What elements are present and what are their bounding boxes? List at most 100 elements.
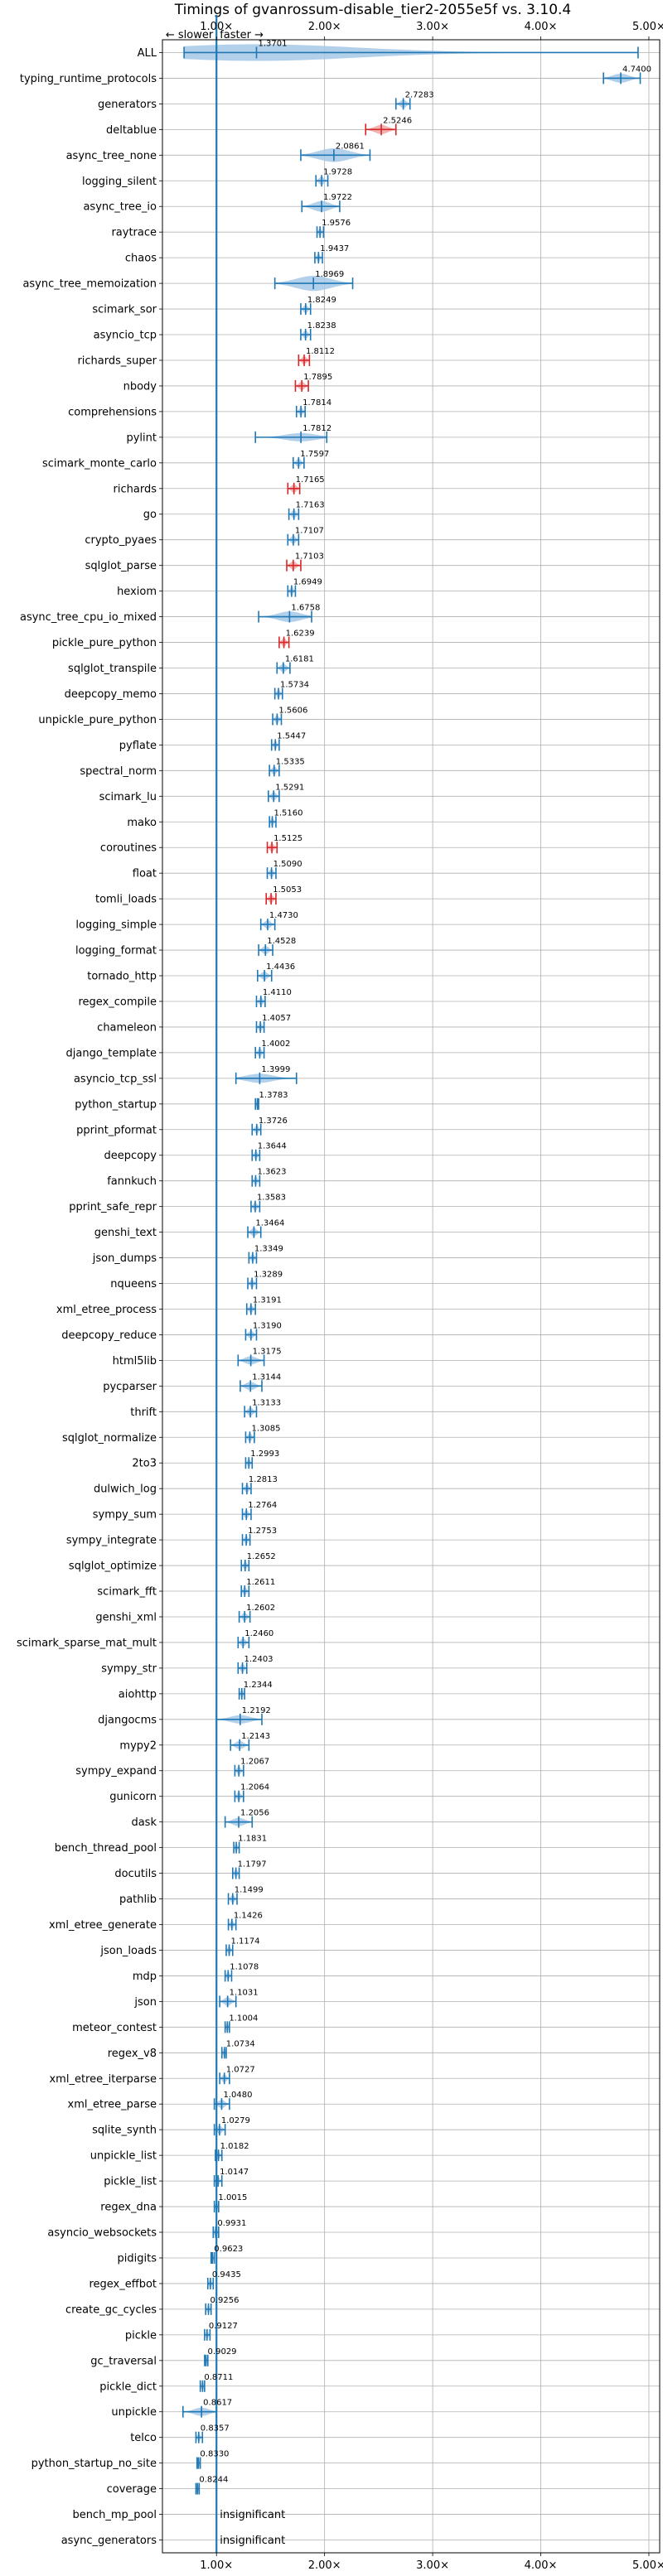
y-tick-label: xml_etree_parse — [68, 2099, 157, 2111]
value-label: 0.8330 — [200, 2450, 229, 2459]
y-tick-label: richards — [114, 483, 157, 495]
annotation-layer: ← slower faster → — [166, 29, 264, 41]
value-label: 1.1174 — [231, 1937, 260, 1946]
value-label: 0.8244 — [199, 2476, 228, 2485]
value-label: 1.3144 — [252, 1372, 281, 1382]
y-tick-label: 2to3 — [132, 1458, 157, 1470]
y-tick-label: mypy2 — [119, 1739, 157, 1752]
value-label: 1.3583 — [257, 1194, 286, 1203]
value-label: 1.1004 — [229, 2014, 258, 2023]
value-label-layer: 1.3701 4.7400 2.7283 2.5246 2.0861 1.9728 1.97… — [199, 39, 651, 2547]
y-tick-label: typing_runtime_protocols — [20, 73, 157, 85]
y-tick-label: tornado_http — [87, 971, 157, 983]
value-label: 1.2192 — [242, 1706, 271, 1715]
y-tick-label: async_tree_memoization — [22, 278, 157, 291]
violin-layer — [181, 44, 641, 2495]
y-tick-label: djangocms — [98, 1714, 157, 1726]
value-label: 1.7103 — [295, 552, 324, 562]
value-label: 1.2813 — [249, 1475, 278, 1484]
y-tick-label: gc_traversal — [90, 2355, 157, 2367]
value-label: 0.8711 — [204, 2373, 233, 2382]
y-tick-label: fannkuch — [107, 1175, 157, 1188]
value-label: 2.7283 — [405, 90, 434, 99]
value-label: 1.3999 — [261, 1065, 290, 1074]
y-tick-label: sqlglot_optimize — [69, 1561, 157, 1573]
value-label: 1.3289 — [254, 1271, 283, 1280]
value-label: 1.5160 — [274, 808, 303, 818]
y-tick-label: raytrace — [111, 227, 157, 239]
x-tick-label-bottom: 3.00× — [416, 2559, 449, 2572]
value-label: 1.2753 — [248, 1527, 277, 1536]
value-label: 1.3623 — [257, 1168, 286, 1177]
chart-title: Timings of gvanrossum-disable_tier2-2055… — [174, 2, 572, 18]
y-tick-label: nbody — [123, 380, 157, 393]
value-label: 1.9728 — [323, 167, 352, 176]
y-tick-label: json — [133, 1996, 157, 2009]
value-label: 1.5447 — [277, 731, 306, 740]
y-tick-label: float — [133, 868, 157, 880]
y-tick-label: sqlite_synth — [92, 2125, 157, 2137]
y-tick-label: pprint_pformat — [76, 1124, 157, 1136]
value-label: 1.4528 — [267, 937, 296, 946]
y-tick-label: tomli_loads — [95, 894, 157, 906]
value-label: 0.9029 — [208, 2347, 237, 2357]
value-label: 0.9623 — [214, 2245, 243, 2254]
value-label: 1.8249 — [307, 296, 336, 305]
y-tick-label: xml_etree_generate — [49, 1919, 157, 1932]
y-tick-label: logging_format — [75, 945, 157, 958]
y-tick-label: meteor_contest — [72, 2022, 157, 2034]
value-label: 1.5291 — [275, 783, 304, 792]
value-label: 1.6949 — [293, 578, 322, 587]
value-label: 1.3349 — [254, 1245, 283, 1254]
y-tick-label: pickle_pure_python — [52, 637, 157, 649]
value-label: 0.8357 — [201, 2424, 230, 2434]
value-label: 1.3175 — [253, 1347, 282, 1356]
y-tick-label: comprehensions — [68, 406, 157, 418]
y-tick-label: logging_silent — [82, 176, 157, 188]
y-tick-label: django_template — [66, 1047, 157, 1059]
y-tick-label: genshi_xml — [95, 1611, 157, 1623]
y-tick-label: async_tree_cpu_io_mixed — [20, 611, 157, 624]
value-label: 1.1426 — [234, 1912, 263, 1921]
value-label: 0.8617 — [203, 2399, 232, 2408]
faster-annotation: faster → — [220, 29, 264, 41]
value-label: 1.2764 — [248, 1501, 277, 1510]
y-tick-label: pathlib — [119, 1893, 157, 1906]
y-tick-label: scimark_lu — [99, 791, 157, 803]
y-tick-label: unpickle_list — [90, 2150, 157, 2163]
y-tick-label: deepcopy — [104, 1150, 157, 1162]
y-tick-label: hexiom — [117, 586, 157, 598]
value-label: 1.5125 — [273, 834, 302, 843]
value-label: 1.3783 — [259, 1091, 288, 1100]
value-label: 1.7107 — [295, 527, 324, 536]
y-tick-label: richards_super — [77, 355, 157, 367]
y-tick-label: json_loads — [99, 1945, 157, 1957]
y-tick-label: pidigits — [118, 2252, 157, 2265]
y-tick-label: mako — [127, 817, 157, 829]
value-label: 1.7163 — [296, 501, 325, 510]
value-label: 2.5246 — [383, 116, 412, 125]
insignificant-label: insignificant — [220, 2509, 285, 2521]
value-label: 1.4057 — [262, 1014, 291, 1023]
y-tick-label: docutils — [114, 1868, 157, 1880]
y-tick-label: pickle — [125, 2329, 157, 2342]
y-tick-label: spectral_norm — [80, 765, 157, 778]
value-label: 1.1797 — [238, 1860, 267, 1869]
y-tick-label: pprint_safe_repr — [69, 1201, 157, 1213]
value-label: 1.5335 — [276, 757, 305, 766]
value-label: 1.0734 — [226, 2039, 255, 2048]
y-tick-label: regex_dna — [100, 2202, 157, 2214]
y-tick-label: pickle_list — [104, 2176, 157, 2188]
y-tick-label: pylint — [126, 432, 157, 444]
value-label: 0.9127 — [209, 2322, 238, 2331]
y-tick-label: scimark_fft — [97, 1586, 157, 1599]
y-tick-label: python_startup — [75, 1098, 157, 1111]
y-tick-label: generators — [98, 99, 157, 111]
value-label: 1.9576 — [322, 219, 351, 228]
y-tick-label: sympy_sum — [93, 1509, 157, 1522]
value-label: 1.4110 — [263, 988, 292, 997]
value-label: 1.5090 — [273, 860, 302, 869]
y-tick-label: dask — [131, 1816, 157, 1829]
value-label: 1.5053 — [273, 885, 302, 895]
value-label: 1.3726 — [259, 1117, 288, 1126]
